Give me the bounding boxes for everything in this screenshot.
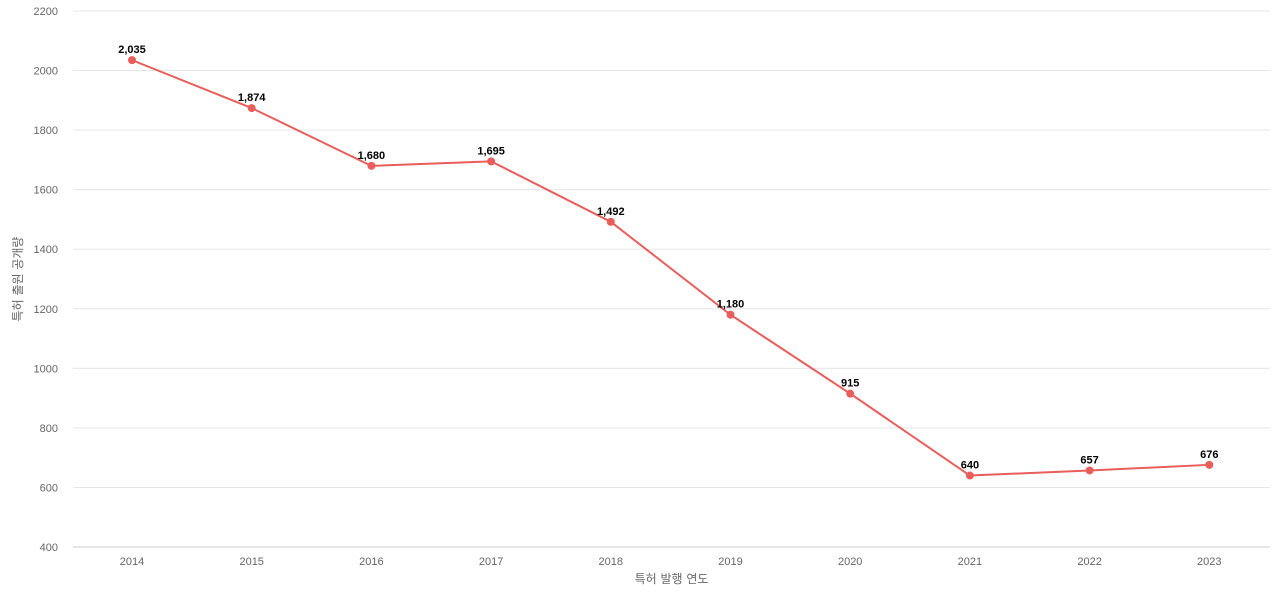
x-tick-label: 2015 xyxy=(239,556,263,568)
y-tick-label: 1800 xyxy=(34,125,58,137)
data-point[interactable] xyxy=(846,389,855,398)
data-label: 915 xyxy=(841,378,859,390)
y-tick-label: 1200 xyxy=(34,304,58,316)
y-tick-label: 400 xyxy=(40,542,58,554)
x-tick-label: 2019 xyxy=(718,556,742,568)
x-tick-label: 2021 xyxy=(958,556,982,568)
x-tick-label: 2022 xyxy=(1077,556,1101,568)
x-tick-label: 2020 xyxy=(838,556,862,568)
x-tick-label: 2023 xyxy=(1197,556,1221,568)
y-tick-label: 2200 xyxy=(34,6,58,18)
data-label: 1,680 xyxy=(358,150,386,162)
x-tick-label: 2017 xyxy=(479,556,503,568)
x-axis-title: 특허 발행 연도 xyxy=(635,571,709,586)
data-point[interactable] xyxy=(1085,466,1094,475)
data-label: 1,874 xyxy=(238,92,266,104)
data-point[interactable] xyxy=(487,157,496,166)
data-point[interactable] xyxy=(247,104,256,113)
data-label: 640 xyxy=(961,460,979,472)
data-label: 657 xyxy=(1080,454,1098,466)
gridlines xyxy=(73,10,1270,488)
y-tick-label: 1400 xyxy=(34,244,58,256)
data-point[interactable] xyxy=(367,161,376,170)
data-point[interactable] xyxy=(606,217,615,226)
y-tick-label: 600 xyxy=(40,482,58,494)
series-line xyxy=(131,59,1210,477)
data-label: 2,035 xyxy=(118,44,146,56)
data-point[interactable] xyxy=(965,471,974,480)
x-axis-ticks: 2014 2015 2016 2017 2018 2019 2020 2021 2022 2023 xyxy=(120,556,1222,568)
data-label: 1,180 xyxy=(717,299,745,311)
data-label: 1,695 xyxy=(477,145,505,157)
data-point[interactable] xyxy=(1205,460,1214,469)
data-point[interactable] xyxy=(128,56,136,65)
data-point[interactable] xyxy=(726,310,735,319)
y-tick-label: 1600 xyxy=(34,185,58,197)
data-label: 676 xyxy=(1200,449,1218,461)
data-label: 1,492 xyxy=(597,206,625,218)
series-layer xyxy=(128,56,1214,480)
x-tick-label: 2014 xyxy=(120,556,144,568)
y-tick-label: 2000 xyxy=(34,66,58,78)
y-axis-title: 특허 출원 공개량 xyxy=(11,237,25,322)
y-axis-ticks: 400 600 800 1000 1200 1400 1600 1800 2000 2200 xyxy=(34,6,58,554)
data-labels: 2,035 1,874 1,680 1,695 1,492 1,180 915 640 657 6… xyxy=(118,44,1218,471)
y-tick-label: 1000 xyxy=(34,363,58,375)
x-tick-label: 2018 xyxy=(599,556,623,568)
y-tick-label: 800 xyxy=(40,423,58,435)
x-tick-label: 2016 xyxy=(359,556,383,568)
